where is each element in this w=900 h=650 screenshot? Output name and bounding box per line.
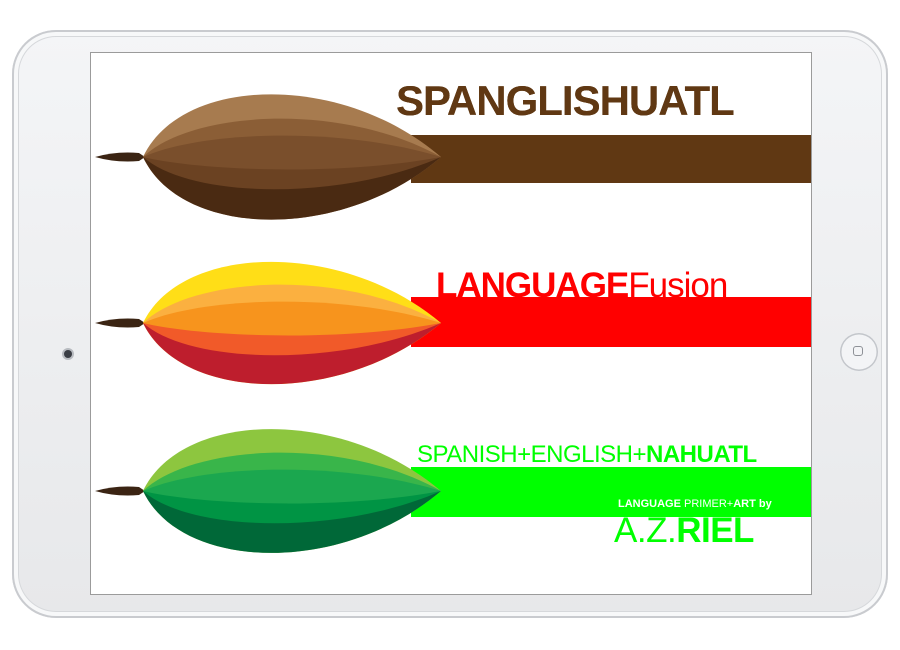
author-surname: RIEL xyxy=(676,511,754,550)
home-square-icon xyxy=(853,346,863,356)
subtitle-spanish-english: SPANISH+ENGLISH+ xyxy=(417,441,646,468)
green-leaf-icon xyxy=(95,429,441,553)
cover-row-red: LANGUAGEFusion xyxy=(91,249,811,399)
author-initials: A.Z. xyxy=(614,511,677,550)
title-language-fusion: LANGUAGEFusion xyxy=(436,266,728,306)
red-band xyxy=(411,297,811,347)
green-band xyxy=(411,467,811,517)
home-button[interactable] xyxy=(840,333,878,371)
camera-icon xyxy=(64,350,72,358)
brown-band xyxy=(411,135,811,183)
credit-art-by: ART by xyxy=(733,498,772,510)
title-fusion-word: Fusion xyxy=(628,266,728,305)
brown-leaf-icon xyxy=(95,94,441,220)
credit-primer: PRIMER+ xyxy=(680,498,734,510)
screen: SPANGLISHUATL LANGUAGEFusion SPANI xyxy=(90,52,812,595)
author-name: A.Z.RIEL xyxy=(614,511,754,551)
cover-row-green: SPANISH+ENGLISH+NAHUATL LANGUAGE PRIMER+… xyxy=(91,411,811,571)
orange-leaf-icon xyxy=(95,261,441,385)
credit-language: LANGUAGE xyxy=(618,498,681,510)
title-line-1: SPANGLISHUATL xyxy=(395,76,737,126)
subtitle-nahuatl: NAHUATL xyxy=(645,441,757,468)
subtitle-languages: SPANISH+ENGLISH+NAHUATL xyxy=(417,441,757,469)
credit-line: LANGUAGE PRIMER+ART by xyxy=(618,498,772,510)
title-language-word: LANGUAGE xyxy=(436,266,629,305)
cover-row-brown: SPANGLISHUATL xyxy=(91,76,811,231)
title-spanglishuatl: SPANGLISHUATL xyxy=(395,76,737,126)
